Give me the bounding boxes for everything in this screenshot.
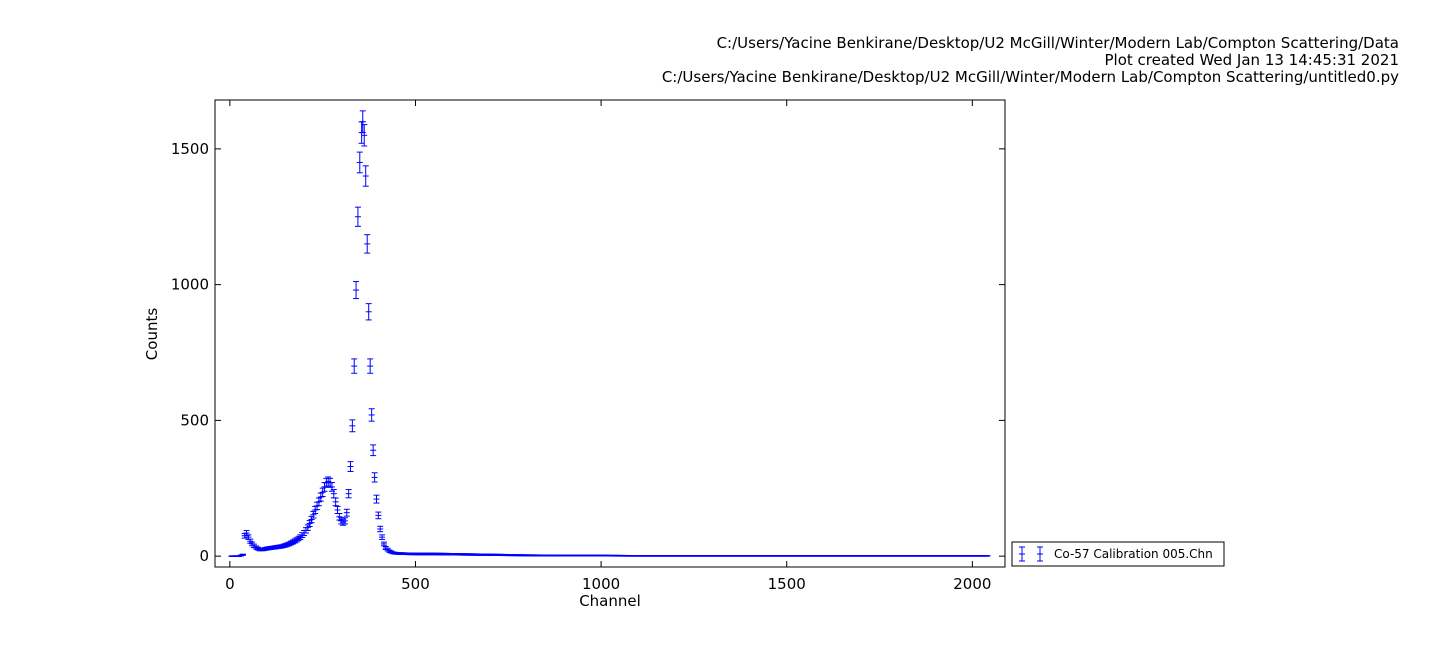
data-point [367, 358, 374, 374]
data-point [347, 461, 354, 472]
y-tick-label: 1500 [171, 140, 209, 158]
data-point [377, 525, 384, 533]
header-plot-created: Plot created Wed Jan 13 14:45:31 2021 [1104, 51, 1399, 69]
axis-ticks: 0 500 1000 1500 2000 0 500 1000 1500 [171, 100, 1005, 593]
data-point [373, 494, 380, 504]
data-point [361, 124, 368, 147]
legend-marker [1019, 546, 1043, 562]
data-point [375, 511, 382, 520]
x-axis-label: Channel [579, 592, 641, 610]
data-point [306, 520, 313, 528]
data-point [336, 513, 343, 521]
data-point [365, 303, 372, 321]
x-tick-label: 1000 [582, 575, 620, 593]
data-point [368, 408, 375, 422]
data-point [345, 489, 352, 499]
data-point [343, 508, 350, 517]
legend: Co-57 Calibration 005.Chn [1011, 541, 1225, 567]
header-path-data: C:/Users/Yacine Benkirane/Desktop/U2 McG… [716, 34, 1399, 52]
data-point [379, 534, 386, 540]
y-tick-label: 0 [199, 547, 209, 565]
data-point [310, 510, 317, 519]
data-point [332, 497, 339, 507]
data-point [371, 472, 378, 483]
data-point [239, 553, 246, 556]
data-marks [228, 110, 991, 557]
legend-label: Co-57 Calibration 005.Chn [1054, 547, 1213, 561]
x-tick-label: 0 [225, 575, 235, 593]
x-tick-label: 1500 [768, 575, 806, 593]
legend-errorbar-2 [1037, 546, 1043, 562]
data-point [362, 165, 369, 187]
x-tick-label: 500 [401, 575, 430, 593]
x-tick-label: 2000 [953, 575, 991, 593]
y-tick-label: 1000 [171, 276, 209, 294]
y-tick-label: 500 [180, 411, 209, 429]
data-point [356, 151, 363, 174]
plot-frame [214, 99, 1006, 568]
data-point [351, 358, 358, 374]
data-point [353, 281, 360, 300]
data-point [319, 487, 326, 497]
data-point [984, 555, 991, 557]
data-point [341, 517, 348, 525]
data-point [354, 206, 361, 227]
data-point [380, 541, 387, 547]
legend-box [1011, 541, 1225, 567]
data-point [364, 234, 371, 254]
y-axis-label: Counts [143, 308, 161, 361]
data-point [359, 110, 366, 134]
data-point [370, 444, 377, 457]
legend-errorbar-1 [1019, 546, 1025, 562]
data-point [334, 505, 341, 515]
data-point [349, 419, 356, 433]
header-script-path: C:/Users/Yacine Benkirane/Desktop/U2 McG… [661, 68, 1399, 86]
